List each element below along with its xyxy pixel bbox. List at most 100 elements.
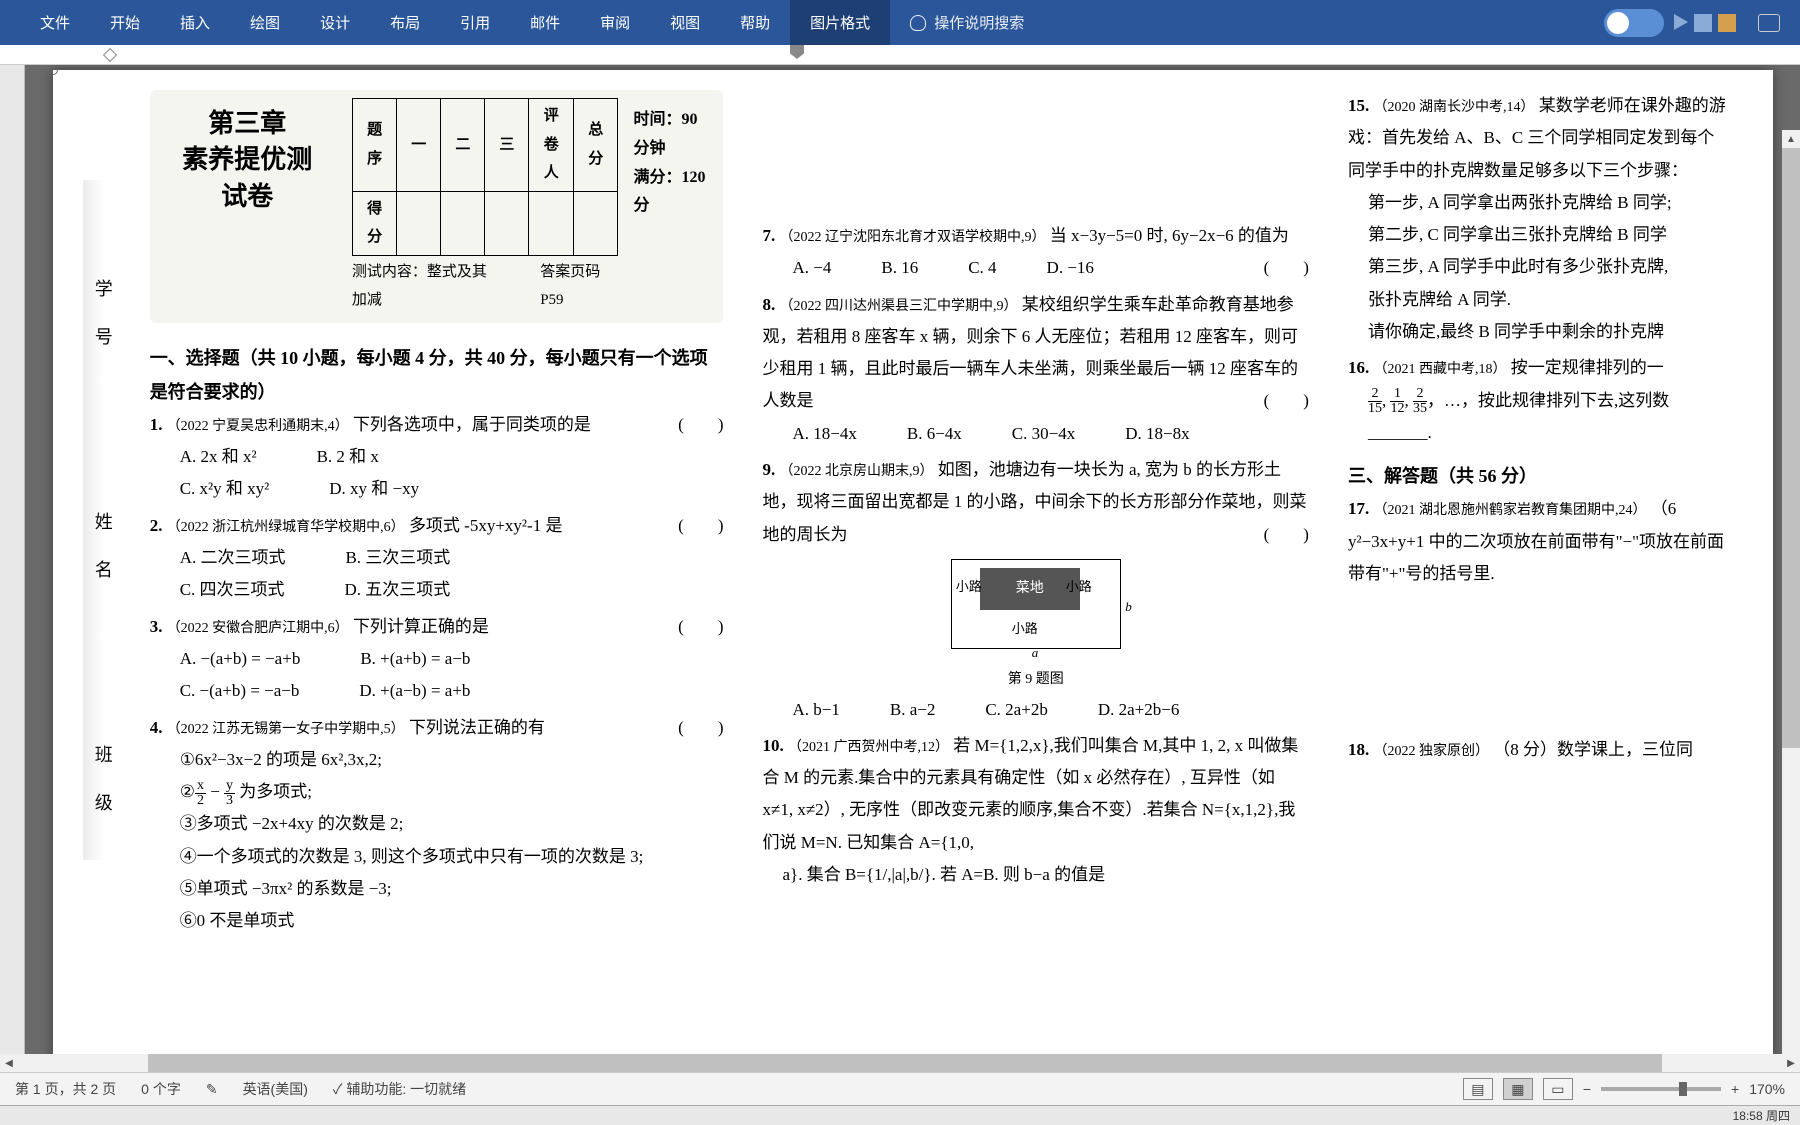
- zoom-slider[interactable]: [1601, 1087, 1721, 1091]
- q4-num: 4.: [150, 718, 163, 737]
- page-container: 学号 姓名 班级 第三章 素养提优测试卷 题序: [25, 65, 1800, 1090]
- scroll-thumb-v[interactable]: [1782, 148, 1800, 748]
- cell: [574, 191, 618, 255]
- q18-num: 18.: [1348, 740, 1369, 759]
- tab-view[interactable]: 视图: [650, 0, 720, 45]
- q10-num: 10.: [762, 736, 783, 755]
- th-grader: 评卷人: [529, 99, 574, 192]
- q8-b: B. 6−4x: [907, 418, 962, 450]
- exam-meta: 测试内容：整式及其加减 答案页码 P59: [352, 258, 619, 315]
- cell: [529, 191, 574, 255]
- section-3-title: 三、解答题（共 56 分）: [1348, 459, 1731, 493]
- ruler-tab-center[interactable]: [790, 45, 804, 59]
- toggle-switch[interactable]: [1604, 9, 1664, 37]
- tab-picture-format[interactable]: 图片格式: [790, 0, 890, 45]
- accessibility-status[interactable]: ✓ 辅助功能: 一切就绪: [333, 1079, 466, 1099]
- q7-a: A. −4: [792, 252, 831, 284]
- horizontal-scrollbar[interactable]: ◀ ▶: [0, 1054, 1800, 1072]
- column-2: 7. （2022 辽宁沈阳东北育才双语学校期中,9） 当 x−3y−5=0 时,…: [750, 90, 1320, 1060]
- horizontal-ruler[interactable]: [0, 45, 1800, 65]
- q3-a: A. −(a+b) = −a+b: [180, 643, 301, 675]
- q17-src: （2021 湖北恩施州鹤家岩教育集团期中,24）: [1373, 503, 1646, 518]
- q7-b: B. 16: [881, 252, 918, 284]
- scroll-right-icon[interactable]: ▶: [1782, 1054, 1800, 1072]
- read-mode-icon[interactable]: ▤: [1463, 1078, 1493, 1100]
- tab-insert[interactable]: 插入: [160, 0, 230, 45]
- q18-src: （2022 独家原创）: [1373, 744, 1489, 759]
- page-indicator[interactable]: 第 1 页，共 2 页: [15, 1079, 116, 1099]
- q17-num: 17.: [1348, 499, 1369, 518]
- th-1: 一: [397, 99, 441, 192]
- q1-b: B. 2 和 x: [317, 441, 379, 473]
- tab-design[interactable]: 设计: [300, 0, 370, 45]
- scroll-left-icon[interactable]: ◀: [0, 1054, 18, 1072]
- section-1-title: 一、选择题（共 10 小题，每小题 4 分，共 40 分，每小题只有一个选项是符…: [150, 341, 724, 409]
- q1-a: A. 2x 和 x²: [180, 441, 257, 473]
- web-layout-icon[interactable]: ▭: [1543, 1078, 1573, 1100]
- q7-src: （2022 辽宁沈阳东北育才双语学校期中,9）: [779, 230, 1045, 245]
- tab-home[interactable]: 开始: [90, 0, 160, 45]
- table-row: 题序 一 二 三 评卷人 总分: [352, 99, 618, 192]
- diagram-caption: 第 9 题图: [762, 667, 1308, 694]
- q3-text: 下列计算正确的是: [353, 617, 489, 636]
- status-right: ▤ ▦ ▭ − + 170%: [1463, 1078, 1785, 1100]
- answer-paren: ( ): [678, 712, 723, 744]
- question-15: 15. （2020 湖南长沙中考,14） 某数学老师在课外趣的游戏：首先发给 A…: [1348, 90, 1731, 348]
- vertical-ruler[interactable]: [0, 65, 25, 1090]
- diagram-dim-a: a: [1032, 641, 1039, 666]
- q4-i2-prefix: ②: [180, 782, 195, 801]
- question-16: 16. （2021 西藏中考,18） 按一定规律排列的一 215, 112, 2…: [1348, 352, 1731, 449]
- q8-d: D. 18−8x: [1125, 418, 1189, 450]
- q3-num: 3.: [150, 617, 163, 636]
- tell-me-search[interactable]: 操作说明搜索: [910, 12, 1024, 33]
- paper-title: 素养提优测试卷: [173, 142, 322, 215]
- scroll-thumb-h[interactable]: [148, 1054, 1662, 1072]
- tab-review[interactable]: 审阅: [580, 0, 650, 45]
- image-handle-tl[interactable]: [53, 70, 58, 75]
- q9-d: D. 2a+2b−6: [1098, 694, 1180, 726]
- taskbar-clock[interactable]: 18:58 周四: [1733, 1107, 1790, 1124]
- vertical-scrollbar[interactable]: ▲: [1782, 130, 1800, 1090]
- q16-blank: _______.: [1348, 417, 1731, 449]
- language-indicator[interactable]: 英语(美国): [243, 1079, 308, 1099]
- spellcheck-icon[interactable]: ✎: [206, 1081, 218, 1098]
- print-layout-icon[interactable]: ▦: [1503, 1078, 1533, 1100]
- tab-draw[interactable]: 绘图: [230, 0, 300, 45]
- tab-mail[interactable]: 邮件: [510, 0, 580, 45]
- edit-icon[interactable]: [1718, 14, 1736, 32]
- zoom-level[interactable]: 170%: [1749, 1081, 1785, 1097]
- q16-seq: 215, 112, 235，…，按此规律排列下去,这列数: [1348, 385, 1731, 417]
- q8-a: A. 18−4x: [792, 418, 856, 450]
- q9-b: B. a−2: [890, 694, 935, 726]
- tab-references[interactable]: 引用: [440, 0, 510, 45]
- q4-i2: ②x2 − y3 为多项式;: [180, 776, 724, 808]
- scroll-up-icon[interactable]: ▲: [1782, 130, 1800, 148]
- q1-opts-cd: C. x²y 和 xy² D. xy 和 −xy: [150, 473, 724, 505]
- answer-paren: ( ): [678, 611, 723, 643]
- document-page[interactable]: 学号 姓名 班级 第三章 素养提优测试卷 题序: [53, 70, 1773, 1060]
- tab-file[interactable]: 文件: [20, 0, 90, 45]
- q1-opts-ab: A. 2x 和 x² B. 2 和 x: [150, 441, 724, 473]
- status-bar: 第 1 页，共 2 页 0 个字 ✎ 英语(美国) ✓ 辅助功能: 一切就绪 ▤…: [0, 1072, 1800, 1105]
- play-icon[interactable]: [1674, 14, 1688, 30]
- word-count[interactable]: 0 个字: [141, 1079, 181, 1099]
- zoom-in-button[interactable]: +: [1731, 1081, 1739, 1097]
- tab-layout[interactable]: 布局: [370, 0, 440, 45]
- bulb-icon: [910, 15, 926, 31]
- q16-src: （2021 西藏中考,18）: [1373, 362, 1506, 377]
- stop-icon[interactable]: [1694, 14, 1712, 32]
- q4-i2-suffix: 为多项式;: [235, 782, 312, 801]
- exam-header: 第三章 素养提优测试卷 题序 一 二 三 评卷人: [150, 90, 724, 323]
- answer-paren: ( ): [678, 510, 723, 542]
- zoom-knob[interactable]: [1679, 1082, 1687, 1096]
- ruler-indent-left[interactable]: [103, 48, 117, 62]
- q9-diagram: 菜地 小路 小路 小路 b a: [951, 559, 1121, 649]
- comments-icon[interactable]: [1758, 14, 1780, 32]
- q4-items: ①6x²−3x−2 的项是 6x²,3x,2; ②x2 − y3 为多项式; ③…: [150, 744, 724, 938]
- q8-src: （2022 四川达州渠县三汇中学期中,9）: [779, 299, 1017, 314]
- tab-help[interactable]: 帮助: [720, 0, 790, 45]
- a11y-text: 辅助功能: 一切就绪: [346, 1081, 466, 1097]
- zoom-out-button[interactable]: −: [1583, 1081, 1591, 1097]
- ribbon: 文件 开始 插入 绘图 设计 布局 引用 邮件 审阅 视图 帮助 图片格式 操作…: [0, 0, 1800, 45]
- windows-taskbar[interactable]: 18:58 周四: [0, 1105, 1800, 1125]
